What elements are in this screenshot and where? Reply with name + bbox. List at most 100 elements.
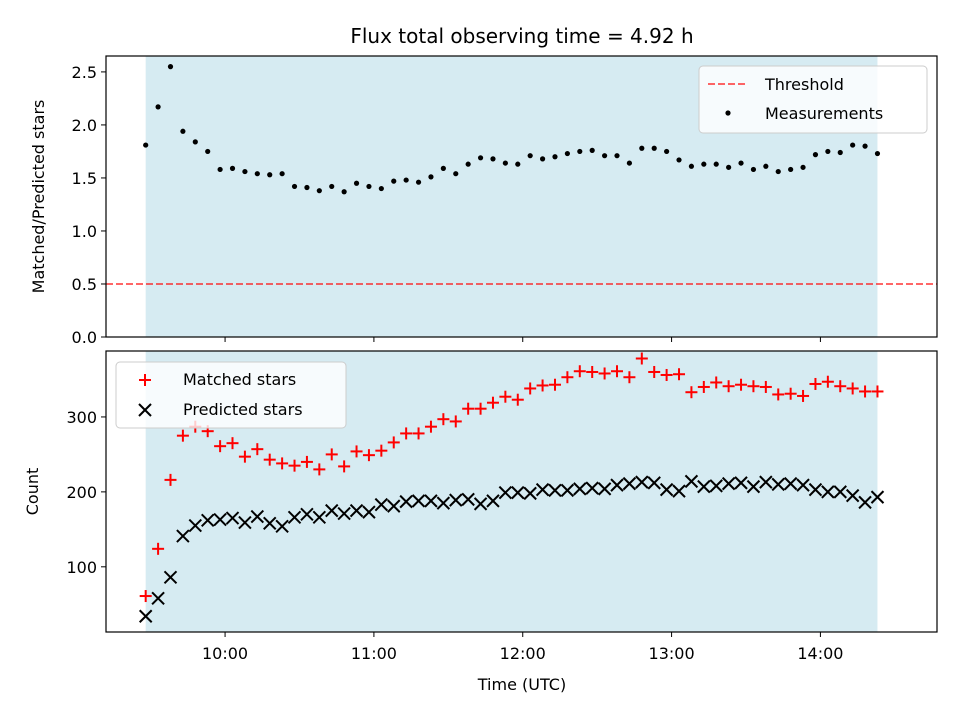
measurement-point bbox=[788, 166, 794, 173]
legend-predicted-swatch bbox=[138, 403, 152, 417]
predicted-star-point bbox=[250, 509, 265, 524]
matched-star-point bbox=[548, 378, 561, 391]
measurement-point bbox=[726, 164, 732, 170]
matched-star-point bbox=[263, 453, 276, 466]
matched-star-point bbox=[362, 449, 375, 462]
matched-star-point bbox=[424, 420, 437, 433]
measurement-point bbox=[453, 171, 459, 177]
measurement-point bbox=[874, 150, 881, 157]
predicted-star-point bbox=[176, 529, 190, 543]
measurement-point bbox=[713, 161, 719, 167]
predicted-star-point bbox=[387, 499, 401, 513]
matched-star-point bbox=[536, 379, 549, 392]
legend-measurement-swatch bbox=[725, 110, 731, 116]
measurement-point bbox=[775, 168, 781, 175]
matched-star-point bbox=[313, 463, 326, 476]
measurement-point bbox=[539, 156, 546, 162]
matched-star-point bbox=[623, 371, 636, 384]
predicted-star-point bbox=[548, 483, 562, 498]
measurement-point bbox=[515, 161, 521, 167]
bottom-y-axis: 100 200 300 bbox=[66, 408, 106, 577]
measurement-point bbox=[155, 104, 161, 110]
matched-star-point bbox=[350, 445, 363, 458]
predicted-star-point bbox=[225, 511, 240, 525]
y-tick-label: 1.5 bbox=[72, 169, 97, 188]
y-tick-label: 200 bbox=[66, 483, 97, 502]
y-tick-label: 0.5 bbox=[72, 275, 97, 294]
bottom-panel: 100 200 300 10:00 11:00 12:00 13:00 14:00 Coun… bbox=[23, 350, 938, 694]
matched-star-point bbox=[300, 455, 313, 468]
top-y-axis-label: Matched/Predicted stars bbox=[29, 100, 48, 294]
predicted-star-point bbox=[300, 507, 314, 522]
predicted-star-point bbox=[734, 476, 748, 490]
measurement-point bbox=[304, 184, 310, 191]
predicted-star-point bbox=[511, 485, 525, 500]
measurement-point bbox=[291, 183, 298, 190]
measurement-point bbox=[180, 128, 186, 134]
predicted-star-point bbox=[845, 488, 860, 503]
measurement-point bbox=[329, 183, 335, 190]
matched-star-point bbox=[809, 377, 822, 390]
predicted-star-point bbox=[672, 484, 686, 498]
count-points bbox=[138, 352, 885, 623]
measurement-point bbox=[614, 153, 620, 159]
y-tick-label: 1.0 bbox=[72, 222, 97, 241]
legend-predicted-label: Predicted stars bbox=[183, 400, 303, 419]
predicted-star-point bbox=[759, 475, 773, 489]
matched-star-point bbox=[821, 375, 834, 388]
measurement-point bbox=[403, 177, 409, 183]
measurement-point bbox=[738, 160, 744, 166]
measurement-point bbox=[205, 148, 211, 155]
measurement-point bbox=[167, 64, 174, 70]
predicted-star-point bbox=[560, 483, 575, 498]
predicted-star-point bbox=[312, 510, 327, 525]
measurement-point bbox=[800, 164, 806, 170]
x-tick-label: 11:00 bbox=[351, 644, 397, 663]
measurement-point bbox=[440, 165, 446, 171]
matched-star-point bbox=[871, 385, 884, 398]
bottom-x-axis: 10:00 11:00 12:00 13:00 14:00 bbox=[202, 632, 843, 663]
predicted-star-point bbox=[771, 477, 785, 492]
matched-star-point bbox=[673, 368, 686, 381]
matched-star-point bbox=[511, 393, 524, 406]
top-panel: 0.0 0.5 1.0 1.5 2.0 2.5 Matched/Predicted sta… bbox=[29, 55, 938, 347]
measurement-point bbox=[552, 154, 558, 160]
measurement-point bbox=[763, 163, 769, 169]
matched-star-point bbox=[784, 387, 797, 400]
predicted-star-point bbox=[138, 609, 153, 623]
matched-star-point bbox=[611, 365, 624, 378]
measurement-point bbox=[143, 142, 149, 148]
measurement-point bbox=[366, 183, 372, 190]
matched-star-point bbox=[449, 415, 462, 428]
predicted-star-point bbox=[411, 494, 426, 508]
matched-star-point bbox=[412, 427, 425, 440]
predicted-star-point bbox=[721, 476, 736, 491]
predicted-star-point bbox=[659, 482, 674, 497]
predicted-star-point bbox=[709, 479, 723, 493]
matched-star-point bbox=[635, 352, 648, 365]
predicted-star-point bbox=[610, 478, 624, 492]
matched-star-point bbox=[499, 390, 512, 403]
measurement-point bbox=[589, 147, 595, 153]
measurement-point bbox=[639, 145, 645, 151]
predicted-star-point bbox=[374, 497, 389, 512]
measurement-point bbox=[750, 166, 757, 173]
predicted-star-point bbox=[325, 503, 339, 518]
matched-star-point bbox=[400, 427, 413, 440]
measurement-point bbox=[701, 161, 707, 167]
measurement-point bbox=[850, 142, 856, 148]
measurement-point bbox=[837, 149, 843, 156]
measurement-point bbox=[527, 153, 533, 159]
matched-star-point bbox=[437, 413, 450, 426]
matched-star-point bbox=[846, 382, 859, 395]
measurement-point bbox=[341, 189, 347, 195]
predicted-star-point bbox=[449, 493, 463, 507]
predicted-star-point bbox=[833, 485, 847, 499]
measurement-point bbox=[316, 188, 322, 194]
x-tick-label: 13:00 bbox=[649, 644, 695, 663]
y-tick-label: 2.0 bbox=[72, 116, 97, 135]
measurement-point bbox=[415, 179, 422, 185]
measurement-point bbox=[378, 185, 384, 192]
predicted-star-point bbox=[349, 503, 364, 518]
legend-matched-swatch bbox=[139, 374, 151, 386]
